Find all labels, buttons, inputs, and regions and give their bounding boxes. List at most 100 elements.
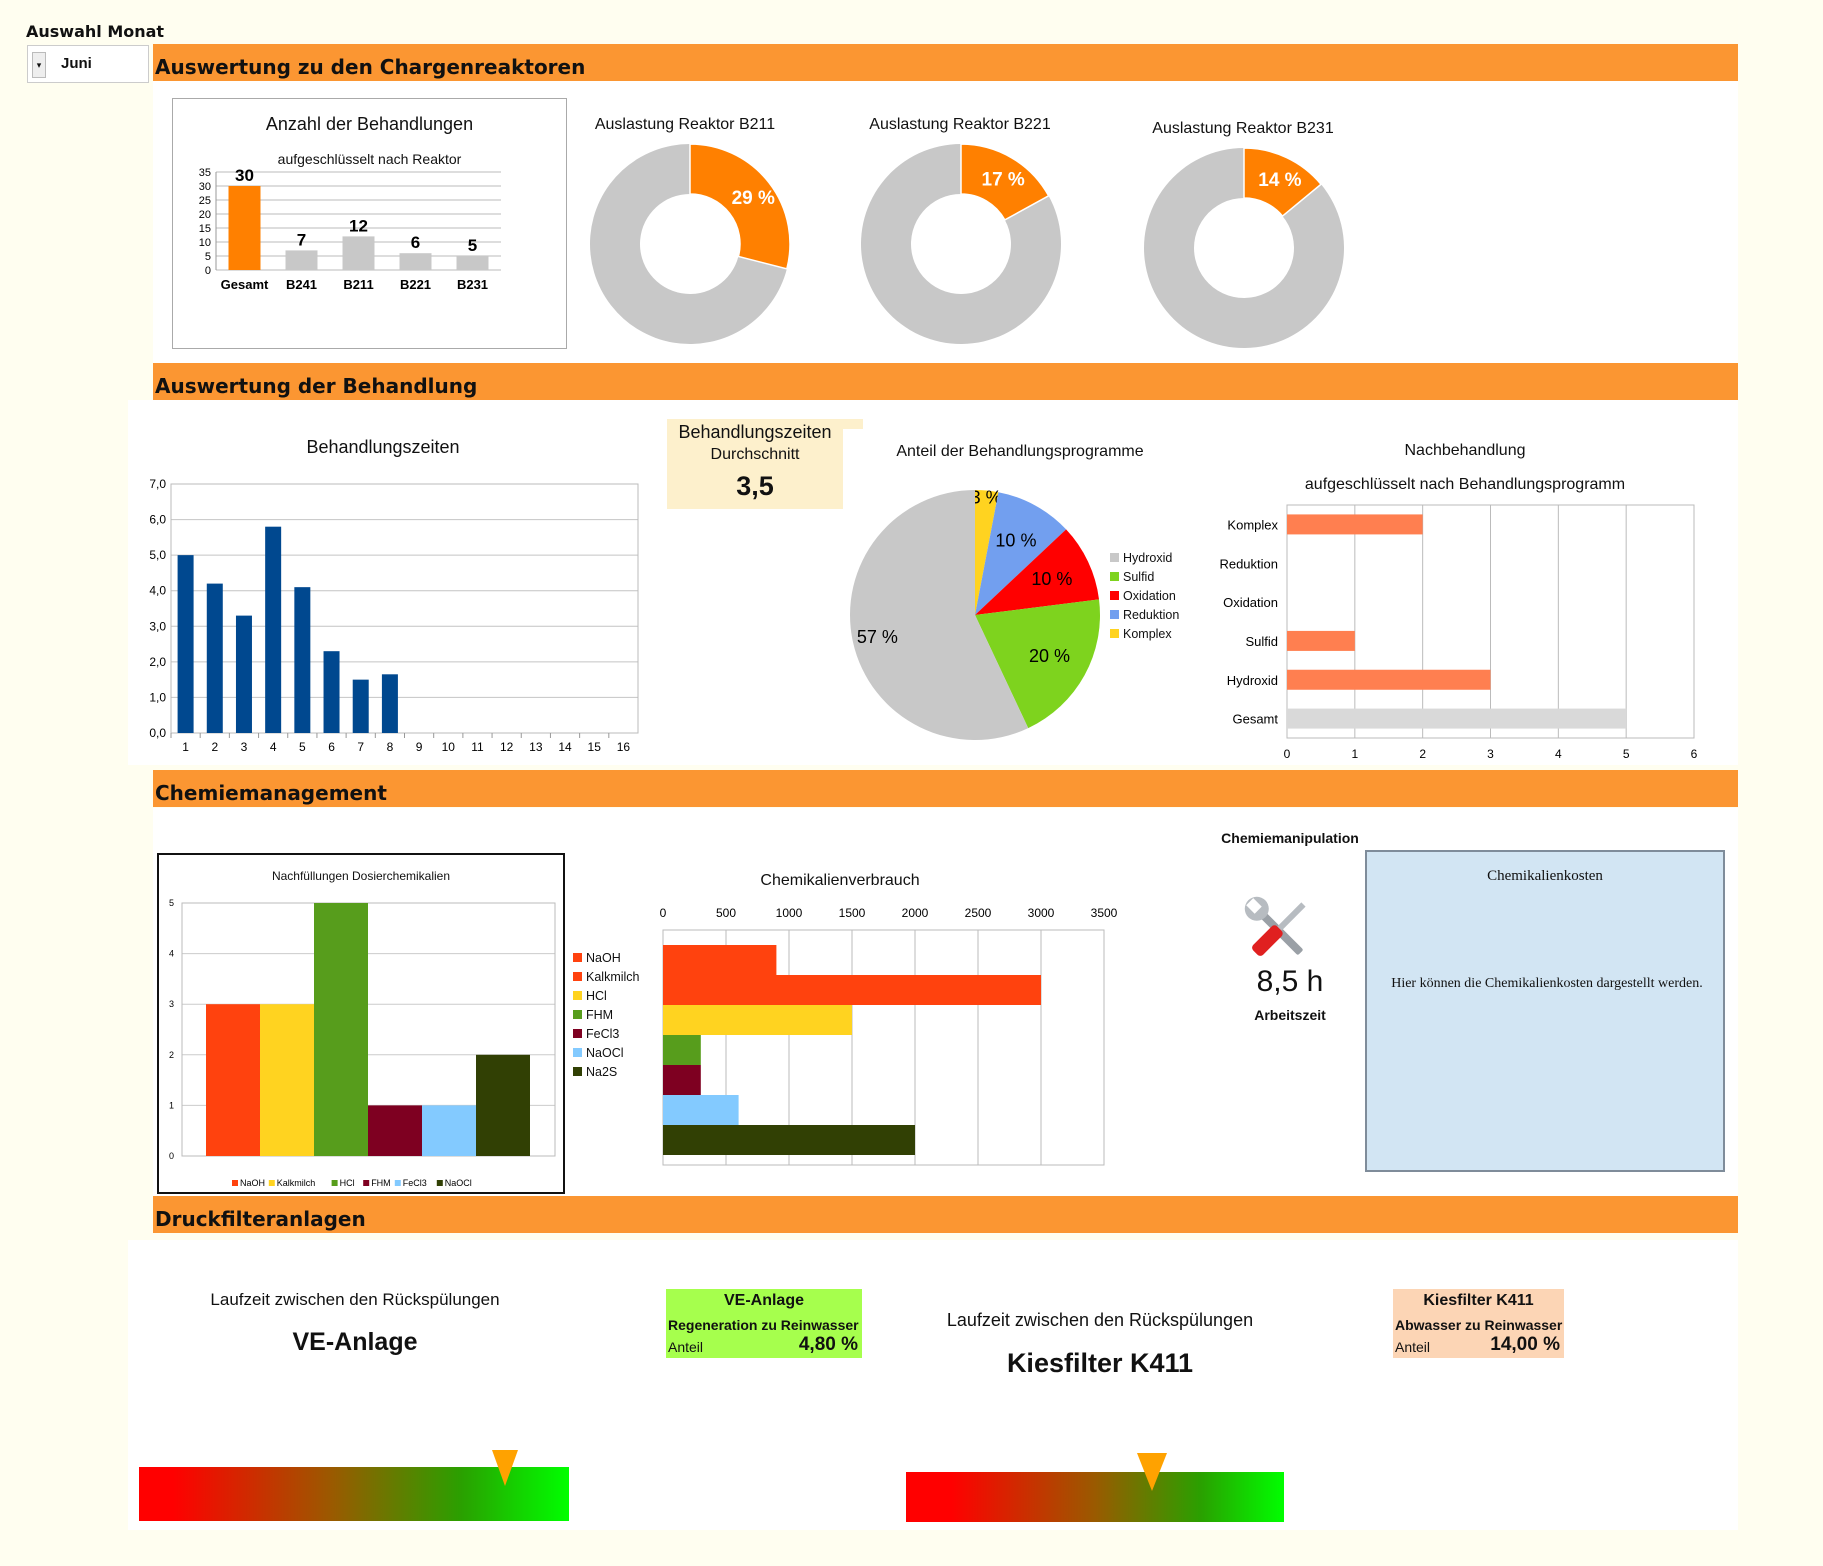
bar-naocl <box>663 1095 739 1125</box>
chart-chemikalienverbrauch: 0 500 1000 1500 2000 2500 3000 3500 <box>660 906 1118 1166</box>
donut-label: 29 % <box>732 188 775 209</box>
legend-swatch <box>1110 572 1119 581</box>
legend-swatch <box>573 1067 582 1076</box>
section-header-behandlung: Auswertung der Behandlung <box>153 363 1738 400</box>
behandlungszeiten-title: Behandlungszeiten <box>306 437 460 457</box>
legend-label: Reduktion <box>1123 607 1180 622</box>
nachbehandlung-title: Nachbehandlung <box>1404 442 1526 459</box>
y-tick-label: 25 <box>199 195 211 207</box>
y-tick-label: 5,0 <box>149 548 166 562</box>
bar-naocl <box>476 1054 530 1156</box>
bar-sulfid <box>1287 630 1355 651</box>
x-tick-label: 8 <box>387 740 394 754</box>
legend-item: Na2S <box>573 1062 640 1081</box>
bar-fhm <box>663 1035 701 1065</box>
month-selector-value: Juni <box>61 55 92 72</box>
x-tick-label: 2 <box>1419 747 1426 761</box>
y-tick-label: 2 <box>169 1050 174 1060</box>
month-selector-label: Auswahl Monat <box>26 22 165 41</box>
y-tick-label: 5 <box>169 898 174 908</box>
donut-chart-b221: 17 % <box>861 143 1061 344</box>
bar-hydroxid <box>1287 669 1491 690</box>
pie-label: 20 % <box>1029 646 1070 666</box>
anteil-pie-title: Anteil der Behandlungsprogramme <box>896 443 1144 460</box>
x-tick-label: 0 <box>1284 747 1291 761</box>
x-tick-label: 0 <box>660 906 667 920</box>
bar-na2s <box>663 1125 915 1155</box>
legend-label: FeCl3 <box>586 1026 620 1041</box>
bar <box>323 651 340 733</box>
y-tick-label: 30 <box>199 181 211 193</box>
kies-box-value: 14,00 % <box>1490 1334 1560 1355</box>
legend-swatch <box>573 1010 582 1019</box>
behandlung-average-box: Behandlungszeiten Durchschnitt 3,5 <box>667 419 843 509</box>
bar <box>265 526 282 733</box>
legend-item: Oxidation <box>1110 586 1179 605</box>
x-tick-label: 1 <box>1351 747 1358 761</box>
x-tick-label: 5 <box>299 740 306 754</box>
legend-item: HCl <box>573 986 640 1005</box>
legend-swatch <box>331 1180 338 1186</box>
bar-fhm <box>368 1105 422 1156</box>
legend-swatch <box>573 1029 582 1038</box>
legend-item: FHM <box>573 1005 640 1024</box>
legend-item: NaOCl <box>573 1043 640 1062</box>
donut-value-slice <box>1243 147 1323 218</box>
y-tick-label: Reduktion <box>1219 556 1278 571</box>
avg-subtitle: Durchschnitt <box>710 446 800 463</box>
legend-label: Komplex <box>1123 626 1172 641</box>
donut-b221-title: Auslastung Reaktor B221 <box>869 116 1051 133</box>
bar <box>381 674 398 733</box>
y-tick-label: 0,0 <box>149 726 166 740</box>
ve-caption: Laufzeit zwischen den Rückspülungen <box>210 1290 500 1309</box>
bar-b211 <box>342 236 375 270</box>
x-tick-label: 1000 <box>776 906 803 920</box>
x-tick-label: 2500 <box>965 906 992 920</box>
legend-item: Kalkmilch <box>573 967 640 986</box>
bar <box>235 615 252 733</box>
legend-label: Oxidation <box>1123 588 1176 603</box>
y-tick-label: 5 <box>205 251 211 263</box>
y-tick-label: 20 <box>199 209 211 221</box>
y-tick-label: Sulfid <box>1245 634 1278 649</box>
verbrauch-title: Chemikalienverbrauch <box>760 872 920 889</box>
x-tick-label: 5 <box>1623 747 1630 761</box>
ve-info-box: VE-Anlage Regeneration zu Reinwasser Ant… <box>666 1289 862 1358</box>
legend-label: HCl <box>340 1178 355 1188</box>
bar-hcl <box>663 1005 852 1035</box>
pie-slice-sulfid <box>975 599 1100 729</box>
legend-item: Hydroxid <box>1110 548 1179 567</box>
y-tick-label: Gesamt <box>1232 712 1278 727</box>
pie-slice-oxidation <box>975 529 1100 615</box>
legend-label: Kalkmilch <box>277 1178 316 1188</box>
pie-slice-reduktion <box>975 492 1067 615</box>
x-tick-label: 3 <box>1487 747 1494 761</box>
x-tick-label: 16 <box>617 740 631 754</box>
ve-gauge-marker-icon <box>491 1450 518 1486</box>
y-tick-label: 1 <box>169 1100 174 1110</box>
pie-slice-hydroxid <box>850 490 1029 740</box>
legend-swatch <box>573 991 582 1000</box>
pie-chart-behandlungsprogramme: 3 % 10 % 10 % 20 % 57 % <box>850 488 1100 740</box>
wrench-screwdriver-icon <box>1238 890 1318 970</box>
y-tick-label: 6,0 <box>149 513 166 527</box>
donut-chart-b211: 29 % <box>590 143 791 344</box>
nachbehandlung-subtitle: aufgeschlüsselt nach Behandlungsprogramm <box>1304 476 1626 493</box>
ve-box-label: Anteil <box>668 1339 704 1355</box>
y-tick-label: 15 <box>199 223 211 235</box>
legend-swatch <box>394 1180 401 1186</box>
month-selector[interactable]: ▾ Juni <box>27 45 149 83</box>
legend-swatch <box>1110 629 1119 638</box>
kosten-text: Hier können die Chemikalienkosten darges… <box>1391 976 1703 991</box>
x-tick-label: 3000 <box>1028 906 1055 920</box>
donut-b231-title: Auslastung Reaktor B231 <box>1152 120 1334 137</box>
chevron-down-icon[interactable]: ▾ <box>32 52 46 78</box>
x-tick-label: 6 <box>328 740 335 754</box>
donut-rest-slice <box>1144 148 1344 348</box>
kies-box-title: Kiesfilter K411 <box>1423 1292 1534 1309</box>
legend-swatch <box>1110 610 1119 619</box>
y-tick-label: Komplex <box>1227 517 1278 532</box>
legend-item: NaOH <box>573 948 640 967</box>
bar-gesamt <box>228 186 261 270</box>
legend-swatch <box>436 1180 443 1186</box>
